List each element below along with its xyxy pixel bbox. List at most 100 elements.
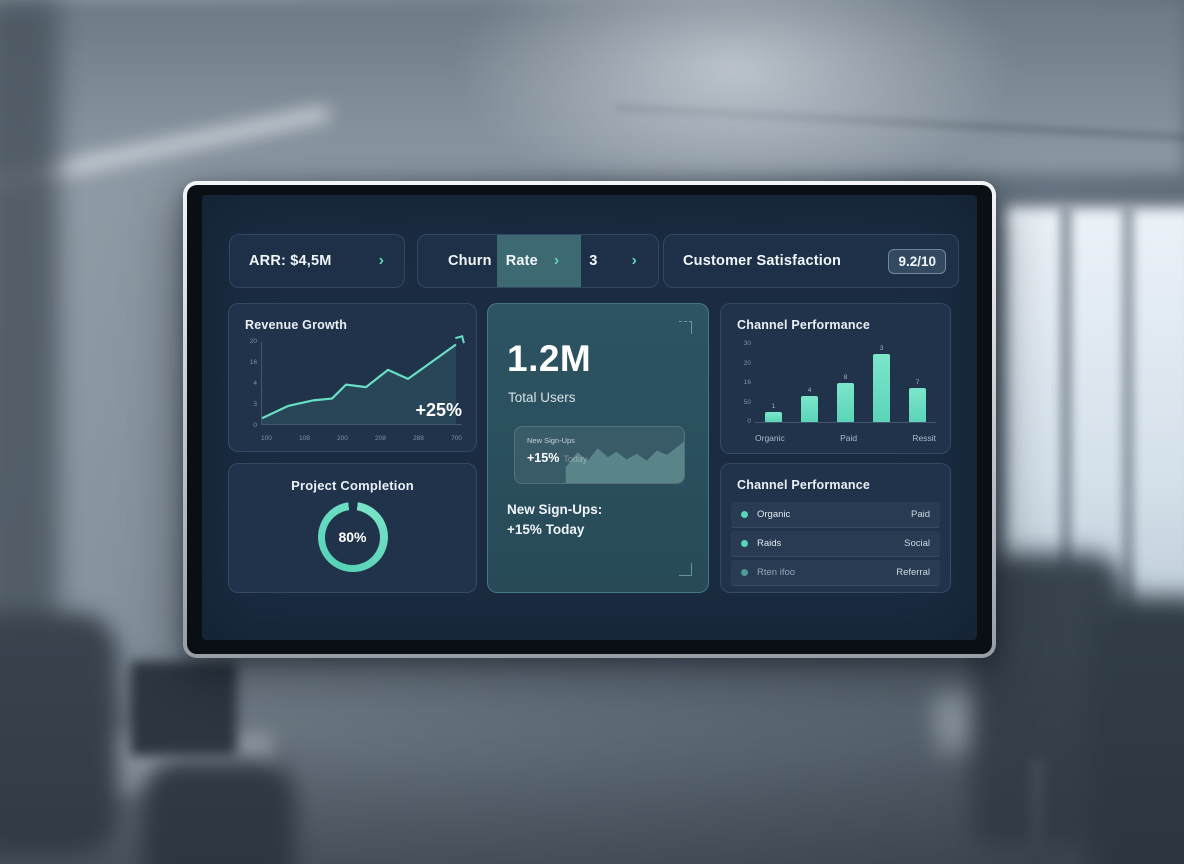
y-tick: 30 <box>743 340 751 347</box>
card-title: Channel Performance <box>737 318 871 332</box>
dashboard-screen: ARR: $4,5M › Churn Rate › 3 › Customer S… <box>202 195 977 640</box>
signups-note: New Sign-Ups: +15% Today <box>507 500 602 541</box>
bar-value-label: 1 <box>771 402 776 410</box>
sparkline-delta: +15% Today <box>527 449 587 467</box>
legend-list: Organic Paid Raids Social Rten ifoo Refe… <box>731 502 940 589</box>
legend-left-label: Raids <box>757 538 782 549</box>
bar <box>909 388 926 422</box>
x-axis-labels: Organic Paid Ressit <box>755 433 936 443</box>
total-users-value: 1.2M <box>507 338 592 379</box>
bar-column: 1 <box>765 344 782 422</box>
y-tick: 20 <box>249 338 257 345</box>
x-tick: 108 <box>299 435 310 442</box>
satisfaction-label: Customer Satisfaction <box>683 253 842 269</box>
bar-value-label: 7 <box>915 379 920 387</box>
bar-value-label: 8 <box>843 374 848 381</box>
x-label: Ressit <box>912 433 936 443</box>
y-tick: 20 <box>743 359 751 367</box>
satisfaction-score-badge: 9.2/10 <box>888 248 946 274</box>
card-title: Channel Performance <box>737 478 871 492</box>
x-axis-ticks: 100 108 200 208 288 700 <box>261 435 462 442</box>
project-completion-card: Project Completion 80% <box>228 463 477 593</box>
legend-left-label: Rten ifoo <box>757 567 796 578</box>
chevron-right-icon[interactable]: › <box>631 252 637 269</box>
total-users-card: 1.2M Total Users New Sign-Ups +15% Today … <box>487 303 709 593</box>
x-label: Organic <box>755 433 785 443</box>
bar <box>837 383 854 422</box>
growth-delta: +25% <box>415 400 462 420</box>
chevron-right-icon[interactable]: › <box>378 252 384 269</box>
note-line2: +15% Today <box>507 522 585 538</box>
card-title: Revenue Growth <box>245 318 348 332</box>
y-tick: 0 <box>253 422 257 429</box>
bar-column: 7 <box>909 344 926 422</box>
bar <box>873 354 890 422</box>
churn-value: 3 <box>589 253 598 269</box>
y-tick: 16 <box>743 379 751 386</box>
x-tick: 700 <box>451 435 462 442</box>
window-mullion <box>1059 207 1072 700</box>
bar-value-label: 4 <box>807 387 812 394</box>
kpi-card-customer-satisfaction[interactable]: Customer Satisfaction 9.2/10 <box>663 234 959 288</box>
churn-word: Churn <box>448 253 492 269</box>
bar-column: 8 <box>837 344 854 422</box>
total-users-label: Total Users <box>508 390 576 405</box>
bar-column: 3 <box>873 344 890 422</box>
note-line1: New Sign-Ups: <box>507 502 603 517</box>
delta-suffix: Today <box>563 454 588 464</box>
bar <box>765 411 782 422</box>
x-tick: 200 <box>337 435 348 442</box>
x-label: Paid <box>840 433 858 443</box>
bar <box>801 396 818 422</box>
legend-right-label: Social <box>904 538 930 549</box>
line-chart <box>261 335 465 425</box>
rate-word: Rate <box>505 253 538 269</box>
y-tick: 16 <box>249 359 257 366</box>
legend-row: Raids Social <box>731 531 940 557</box>
y-tick: 50 <box>743 398 751 406</box>
y-tick: 3 <box>253 401 257 408</box>
highlight-band <box>497 235 581 287</box>
floor-shadow <box>0 639 1184 864</box>
signups-sparkline-card: New Sign-Ups +15% Today <box>514 426 685 484</box>
legend-right-label: Referral <box>896 567 930 578</box>
monitor-frame: ARR: $4,5M › Churn Rate › 3 › Customer S… <box>183 181 996 658</box>
y-tick: 0 <box>747 418 751 425</box>
monitor-bezel: ARR: $4,5M › Churn Rate › 3 › Customer S… <box>187 185 992 654</box>
legend-left-label: Organic <box>757 509 791 520</box>
card-title: Project Completion <box>291 478 414 493</box>
kpi-card-churn-rate[interactable]: Churn Rate › 3 › <box>417 234 659 288</box>
corner-bracket-icon <box>679 321 692 334</box>
bar-chart: 1 4 8 3 7 <box>755 344 936 423</box>
chevron-right-icon[interactable]: › <box>553 252 560 269</box>
legend-right-label: Paid <box>910 509 930 520</box>
channel-performance-legend-card: Channel Performance Organic Paid Raids S… <box>720 463 951 593</box>
revenue-growth-card: Revenue Growth 20 16 4 3 0 100 <box>228 303 477 452</box>
wall-left <box>0 0 60 674</box>
light-glow <box>449 0 1019 208</box>
legend-row: Rten ifoo Referral <box>731 560 940 586</box>
x-tick: 288 <box>413 435 424 442</box>
y-tick: 4 <box>253 380 257 387</box>
legend-dot-icon <box>741 511 748 518</box>
bar-value-label: 3 <box>879 345 884 353</box>
progress-ring-value: 80% <box>325 509 380 565</box>
kpi-card-arr[interactable]: ARR: $4,5M › <box>229 234 405 288</box>
legend-dot-icon <box>741 540 748 547</box>
bar-column: 4 <box>801 344 818 422</box>
legend-row: Organic Paid <box>731 502 940 528</box>
y-axis-ticks: 30 20 16 50 0 <box>731 340 751 425</box>
corner-bracket-icon <box>679 563 692 576</box>
x-tick: 100 <box>261 435 272 442</box>
arr-label: ARR: $4,5M <box>249 253 332 269</box>
sparkline-label: New Sign-Ups <box>527 436 575 445</box>
y-axis-ticks: 20 16 4 3 0 <box>237 338 257 429</box>
progress-ring: 80% <box>317 502 388 572</box>
arrow-up-icon <box>455 335 465 345</box>
legend-dot-icon <box>741 569 748 576</box>
delta-value: +15% <box>527 451 560 465</box>
window-mullion <box>1122 207 1135 700</box>
